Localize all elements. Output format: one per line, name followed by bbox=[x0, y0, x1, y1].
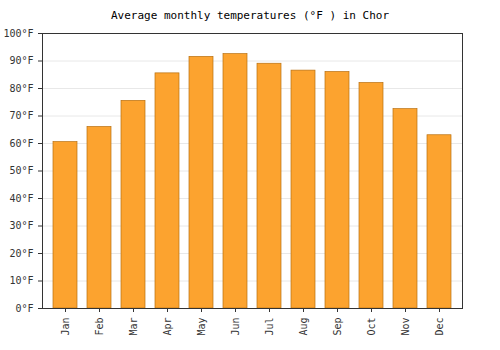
svg-text:Nov: Nov bbox=[400, 318, 411, 336]
svg-text:100°F: 100°F bbox=[3, 28, 33, 39]
svg-text:90°F: 90°F bbox=[9, 55, 33, 66]
svg-text:Aug: Aug bbox=[298, 318, 309, 336]
svg-text:0°F: 0°F bbox=[15, 303, 33, 314]
svg-text:Apr: Apr bbox=[162, 318, 173, 336]
svg-text:Mar: Mar bbox=[128, 318, 139, 336]
svg-text:70°F: 70°F bbox=[9, 110, 33, 121]
svg-text:50°F: 50°F bbox=[9, 165, 33, 176]
svg-text:10°F: 10°F bbox=[9, 275, 33, 286]
svg-text:30°F: 30°F bbox=[9, 220, 33, 231]
svg-text:Jan: Jan bbox=[60, 318, 71, 336]
svg-text:Feb: Feb bbox=[94, 318, 105, 336]
svg-text:Oct: Oct bbox=[366, 318, 377, 336]
svg-text:Jul: Jul bbox=[264, 318, 275, 336]
svg-text:Sep: Sep bbox=[332, 318, 343, 336]
svg-text:20°F: 20°F bbox=[9, 248, 33, 259]
html-text:Average monthly temperatures (: Average monthly temperatures (°F ) in Ch… bbox=[110, 9, 390, 22]
svg-text:Jun: Jun bbox=[230, 318, 241, 336]
svg-text:60°F: 60°F bbox=[9, 138, 33, 149]
svg-text:40°F: 40°F bbox=[9, 193, 33, 204]
svg-text:May: May bbox=[196, 318, 207, 336]
svg-text:80°F: 80°F bbox=[9, 83, 33, 94]
svg-text:Dec: Dec bbox=[434, 318, 445, 336]
